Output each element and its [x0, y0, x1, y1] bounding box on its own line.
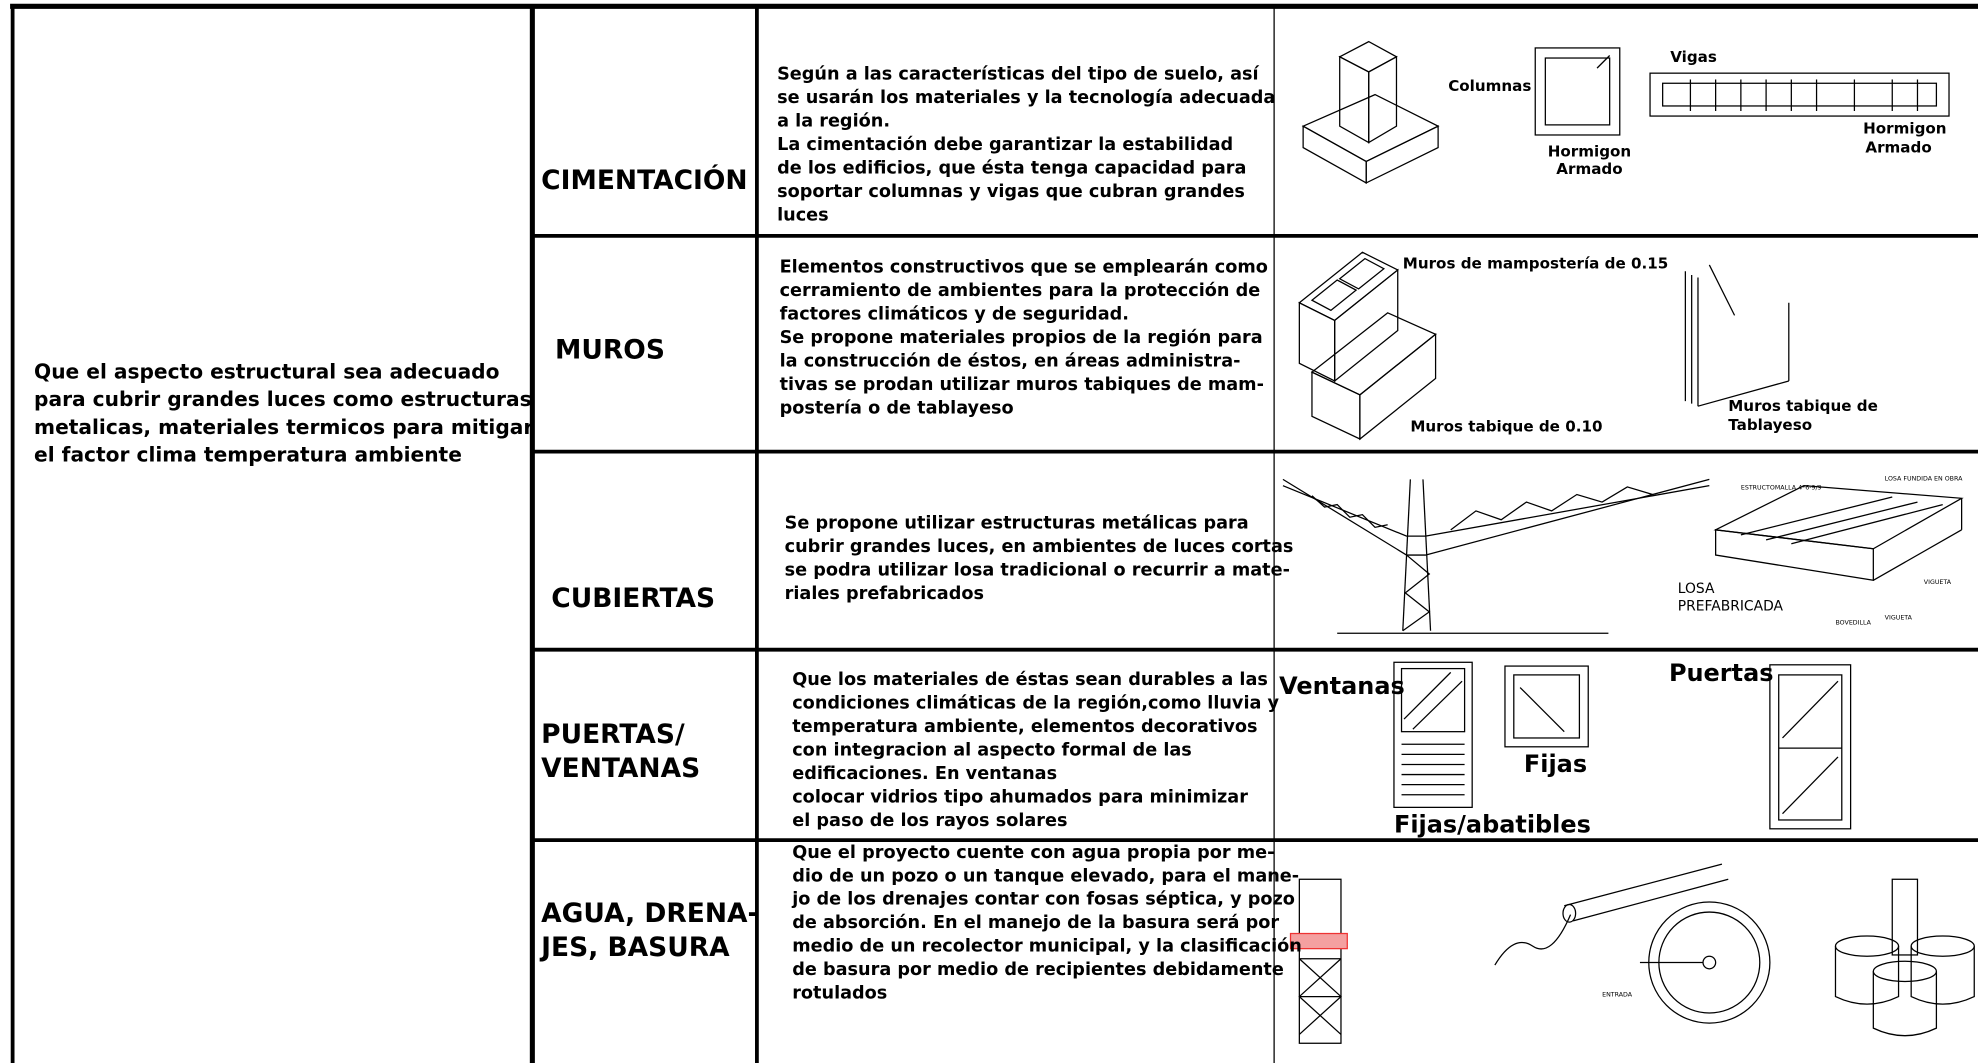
- drawing-label: VIGUETA: [1885, 614, 1913, 621]
- row-description-line: condiciones climáticas de la región,como…: [792, 693, 1279, 713]
- row-description-line: postería o de tablayeso: [780, 398, 1014, 418]
- drawing-label: LOSA FUNDIDA EN OBRA: [1885, 476, 1963, 483]
- puertas-ventanas-drawing: [1393, 661, 1852, 830]
- drawing-label: Muros tabique de: [1728, 397, 1878, 415]
- drawing-label: ESTRUCTOMALLA 4*6-9/9: [1741, 484, 1822, 491]
- drawing-label: Puertas: [1669, 659, 1774, 687]
- drawing-label: ENTRADA: [1602, 992, 1633, 999]
- row-description-line: cerramiento de ambientes para la protecc…: [780, 281, 1261, 301]
- row-description-line: Que los materiales de éstas sean durable…: [792, 670, 1268, 690]
- row-description-line: jo de los drenajes contar con fosas sépt…: [791, 890, 1295, 910]
- row-category: PUERTAS/: [541, 719, 685, 750]
- row-description-line: La cimentación debe garantizar la estabi…: [777, 135, 1233, 155]
- row-category: AGUA, DRENA-: [541, 898, 758, 929]
- drawing-label: Tablayeso: [1728, 416, 1812, 434]
- row-description-line: soportar columnas y vigas que cubran gra…: [777, 182, 1245, 202]
- drawing-label: Hormigon: [1548, 142, 1631, 160]
- cubiertas-drawing: [1282, 478, 1964, 634]
- muros-drawing: [1298, 251, 1790, 441]
- objective-line: Que el aspecto estructural sea adecuado: [34, 359, 499, 383]
- row-description-line: rotulados: [792, 984, 887, 1004]
- drawing-label: Muros tabique de 0.10: [1410, 417, 1602, 435]
- objective-line: el factor clima temperatura ambiente: [34, 443, 462, 467]
- row-description-line: la construcción de éstos, en áreas admin…: [780, 351, 1241, 371]
- row-description-line: con integracion al aspecto formal de las: [792, 740, 1192, 760]
- row-description-line: de los edificios, que ésta tenga capacid…: [777, 158, 1246, 178]
- objective-line: metalicas, materiales termicos para miti…: [34, 415, 533, 439]
- row-description-line: Se propone utilizar estructuras metálica…: [785, 514, 1249, 534]
- row-description-line: edificaciones. En ventanas: [792, 764, 1057, 784]
- drawing-label: Fijas/abatibles: [1394, 811, 1591, 839]
- row-category: MUROS: [555, 334, 665, 365]
- row-description-line: medio de un recolector municipal, y la c…: [792, 937, 1302, 957]
- drawing-label: Muros de mampostería de 0.15: [1403, 255, 1669, 273]
- row-description-line: cubrir grandes luces, en ambientes de lu…: [785, 537, 1294, 557]
- drawing-label: Armado: [1556, 160, 1622, 178]
- drawing-label: Ventanas: [1279, 672, 1405, 700]
- row-description-line: dio de un pozo o un tanque elevado, para…: [792, 866, 1299, 886]
- row-description-line: Se propone materiales propios de la regi…: [780, 328, 1263, 348]
- drawing-label: Hormigon: [1863, 120, 1946, 138]
- row-description-line: factores climáticos y de seguridad.: [780, 304, 1129, 324]
- row-description-line: Que el proyecto cuente con agua propia p…: [792, 843, 1274, 863]
- drawing-label: Vigas: [1670, 48, 1717, 66]
- row-category: CIMENTACIÓN: [541, 164, 747, 196]
- row-description-line: se podra utilizar losa tradicional o rec…: [785, 560, 1290, 580]
- objective-line: para cubrir grandes luces como estructur…: [34, 387, 532, 411]
- text-layer: Que el aspecto estructural sea adecuado p…: [34, 48, 1963, 1004]
- row-description-line: luces: [777, 205, 829, 225]
- row-description-line: colocar vidrios tipo ahumados para minim…: [792, 787, 1248, 807]
- agua-drenajes-drawing: [1289, 863, 1975, 1044]
- drawing-label: Columnas: [1448, 77, 1531, 95]
- drawing-label: Armado: [1865, 139, 1931, 157]
- cimentacion-drawing: [1301, 40, 1950, 184]
- drawing-label: LOSA: [1678, 581, 1715, 597]
- row-description-line: de basura por medio de recipientes debid…: [792, 960, 1284, 980]
- drawing-label: PREFABRICADA: [1678, 599, 1784, 615]
- drawing-label: VIGUETA: [1924, 579, 1952, 586]
- row-category: CUBIERTAS: [551, 583, 715, 614]
- row-description-line: se usarán los materiales y la tecnología…: [777, 88, 1275, 108]
- table-grid: [10, 3, 1978, 1063]
- row-description-line: de absorción. En el manejo de la basura …: [792, 913, 1279, 933]
- drawing-label: BOVEDILLA: [1835, 619, 1871, 626]
- row-category: JES, BASURA: [539, 932, 730, 963]
- row-description-line: Elementos constructivos que se emplearán…: [780, 257, 1268, 277]
- row-description-line: el paso de los rayos solares: [792, 811, 1067, 831]
- row-description-line: riales prefabricados: [785, 584, 984, 604]
- drawing-label: Fijas: [1524, 750, 1587, 778]
- sheet: Que el aspecto estructural sea adecuado p…: [10, 3, 1978, 1063]
- row-description-line: Según a las características del tipo de …: [777, 64, 1259, 84]
- row-description-line: tivas se prodan utilizar muros tabiques …: [780, 375, 1264, 395]
- row-description-line: temperatura ambiente, elementos decorati…: [792, 717, 1257, 737]
- row-description-line: a la región.: [777, 111, 890, 131]
- row-category: VENTANAS: [541, 753, 700, 784]
